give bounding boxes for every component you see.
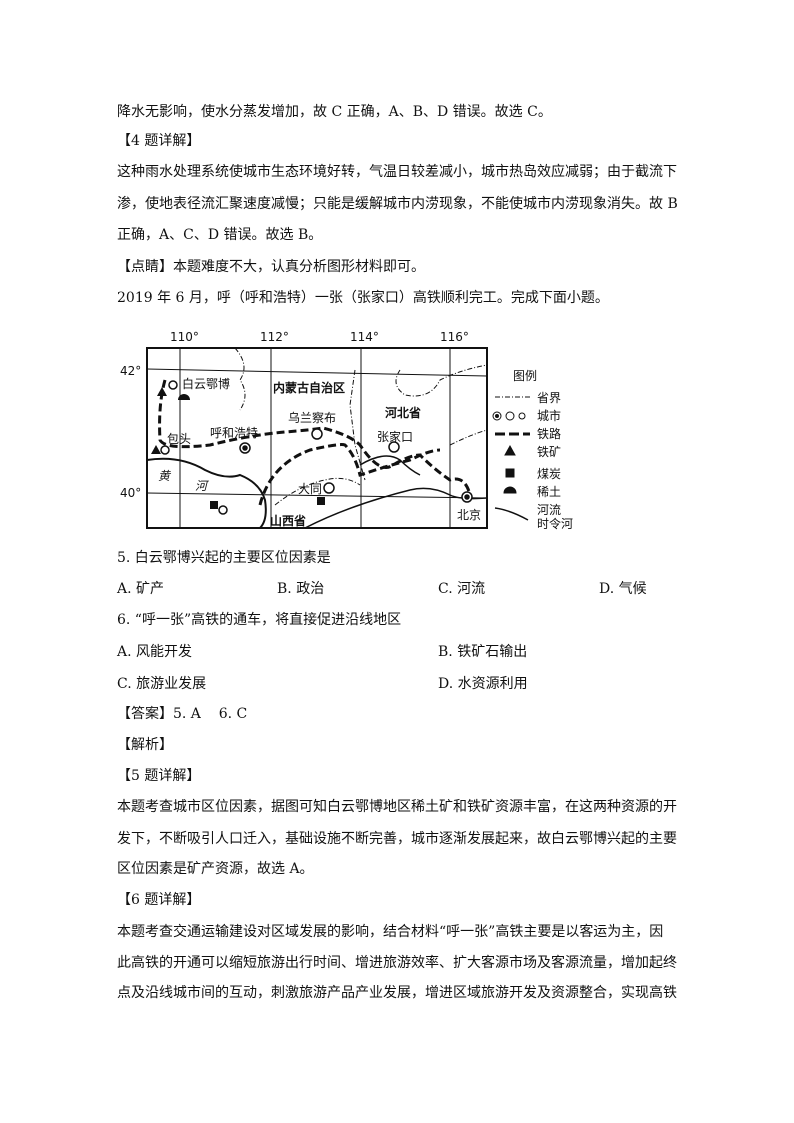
- q5-option-a: A. 矿产: [117, 581, 165, 597]
- place-label: 黄: [158, 469, 172, 483]
- city-wulanchabu: [311, 428, 323, 440]
- question-6-stem: 6. “呼一张”高铁的通车，将直接促进沿线地区: [117, 612, 402, 628]
- map-mark: 110° 112° 114° 116° 42° 40° 白云鄂博 内蒙古自治区 …: [120, 330, 573, 530]
- map-mark: [495, 414, 499, 418]
- text-line: 渗，使地表径流汇聚速度减慢；只能是缓解城市内涝现象，不能使城市内涝现象消失。故 …: [117, 196, 678, 212]
- text-line: 降水无影响，使水分蒸发增加，故 C 正确，A、B、D 错误。故选 C。: [117, 104, 552, 120]
- map-mark: [492, 411, 502, 421]
- province-border: [234, 347, 488, 506]
- q6-option-a: A. 风能开发: [117, 644, 193, 660]
- coal-icon: [317, 497, 325, 505]
- place-label: 山西省: [270, 513, 306, 528]
- place-label: 河北省: [384, 405, 421, 420]
- city-datong: [323, 482, 335, 494]
- section-heading: 【5 题详解】: [117, 768, 201, 784]
- legend-item: 城市: [537, 408, 561, 423]
- map-mark: [494, 507, 529, 521]
- legend-item: 铁矿: [537, 445, 561, 459]
- lat-label: 40°: [120, 486, 141, 500]
- lon-label: 114°: [350, 330, 379, 344]
- section-heading: 【6 题详解】: [117, 892, 201, 908]
- iron-ore-icon: [151, 445, 161, 454]
- q6-option-b: B. 铁矿石输出: [438, 644, 528, 660]
- city-baiyunebo: [168, 380, 178, 390]
- text-line: 区位因素是矿产资源，故选 A。: [117, 861, 314, 877]
- railway: [158, 379, 472, 506]
- yellow-river: [146, 457, 267, 529]
- place-label: 北京: [457, 508, 481, 522]
- legend-item: 省界: [537, 391, 561, 405]
- lat-label: 42°: [120, 364, 141, 378]
- legend-item: 稀土: [537, 485, 561, 499]
- place-label: 大同: [298, 482, 322, 496]
- section-heading: 【解析】: [117, 737, 173, 753]
- lon-label: 116°: [440, 330, 469, 344]
- text-line: 点及沿线城市间的互动，刺激旅游产品产业发展，增进区域旅游开发及资源整合，实现高铁: [117, 985, 677, 1001]
- map-mark: [504, 444, 516, 456]
- map-figure: 110° 112° 114° 116° 42° 40° 白云鄂博 内蒙古自治区 …: [120, 330, 573, 530]
- legend-item: 河流: [537, 503, 561, 517]
- city-zhangjiakou: [388, 441, 400, 453]
- lon-label: 112°: [260, 330, 289, 344]
- map-mark: [464, 494, 470, 500]
- question-5-stem: 5. 白云鄂博兴起的主要区位因素是: [117, 550, 331, 566]
- legend-title: 图例: [513, 369, 537, 383]
- map-mark: [160, 380, 473, 515]
- place-label: 呼和浩特: [210, 425, 258, 440]
- map-mark: [242, 445, 248, 451]
- q6-option-d: D. 水资源利用: [438, 676, 528, 692]
- map-mark: [505, 468, 515, 478]
- q5-option-c: C. 河流: [438, 581, 486, 597]
- place-label: 乌兰察布: [288, 410, 336, 425]
- place-label: 河: [195, 479, 209, 493]
- text-line: 【点睛】本题难度不大，认真分析图形材料即可。: [117, 259, 425, 275]
- section-heading: 【4 题详解】: [117, 133, 201, 149]
- map-mark: [151, 387, 325, 509]
- map-mark: [518, 412, 526, 420]
- legend-item: 煤炭: [537, 467, 561, 481]
- answer-line: 【答案】5. A 6. C: [117, 706, 248, 722]
- coal-icon: [210, 501, 218, 509]
- place-label: 张家口: [377, 429, 413, 444]
- q5-option-b: B. 政治: [277, 581, 325, 597]
- place-label: 内蒙古自治区: [273, 380, 345, 395]
- map-mark: [492, 396, 530, 521]
- text-line: 2019 年 6 月，呼（呼和浩特）一张（张家口）高铁顺利完工。完成下面小题。: [117, 290, 609, 306]
- q6-option-c: C. 旅游业发展: [117, 676, 207, 692]
- text-line: 本题考查交通运输建设对区域发展的影响，结合材料“呼一张”高铁主要是以客运为主，因: [117, 924, 664, 940]
- place-label: 白云鄂博: [182, 376, 230, 391]
- map-mark: [146, 347, 488, 529]
- map-mark: [505, 411, 515, 421]
- parallel-42: [146, 368, 488, 377]
- iron-ore-icon: [157, 387, 167, 396]
- legend-item: 时令河: [537, 516, 573, 530]
- map-frame: [146, 347, 488, 529]
- lon-label: 110°: [170, 330, 199, 344]
- text-line: 发下，不断吸引人口迁入，基础设施不断完善，城市逐渐发展起来，故白云鄂博兴起的主要: [117, 831, 677, 847]
- text-line: 这种雨水处理系统使城市生态环境好转，气温日较差减小，城市热岛效应减弱；由于截流下: [117, 164, 677, 180]
- text-line: 此高铁的开通可以缩短旅游出行时间、增进旅游效率、扩大客源市场及客源流量，增加起终: [117, 955, 677, 971]
- text-line: 本题考查城市区位因素，据图可知白云鄂博地区稀土矿和铁矿资源丰富，在这两种资源的开: [117, 799, 677, 815]
- parallel-40: [146, 492, 488, 499]
- map-mark: [503, 486, 517, 494]
- text-line: 正确，A、C、D 错误。故选 B。: [117, 227, 323, 243]
- city-small: [218, 505, 228, 515]
- rare-earth-icon: [178, 394, 190, 400]
- place-label: 包头: [167, 432, 191, 446]
- city-baotou: [160, 445, 170, 455]
- legend-item: 铁路: [537, 426, 561, 441]
- q5-option-d: D. 气候: [599, 581, 647, 597]
